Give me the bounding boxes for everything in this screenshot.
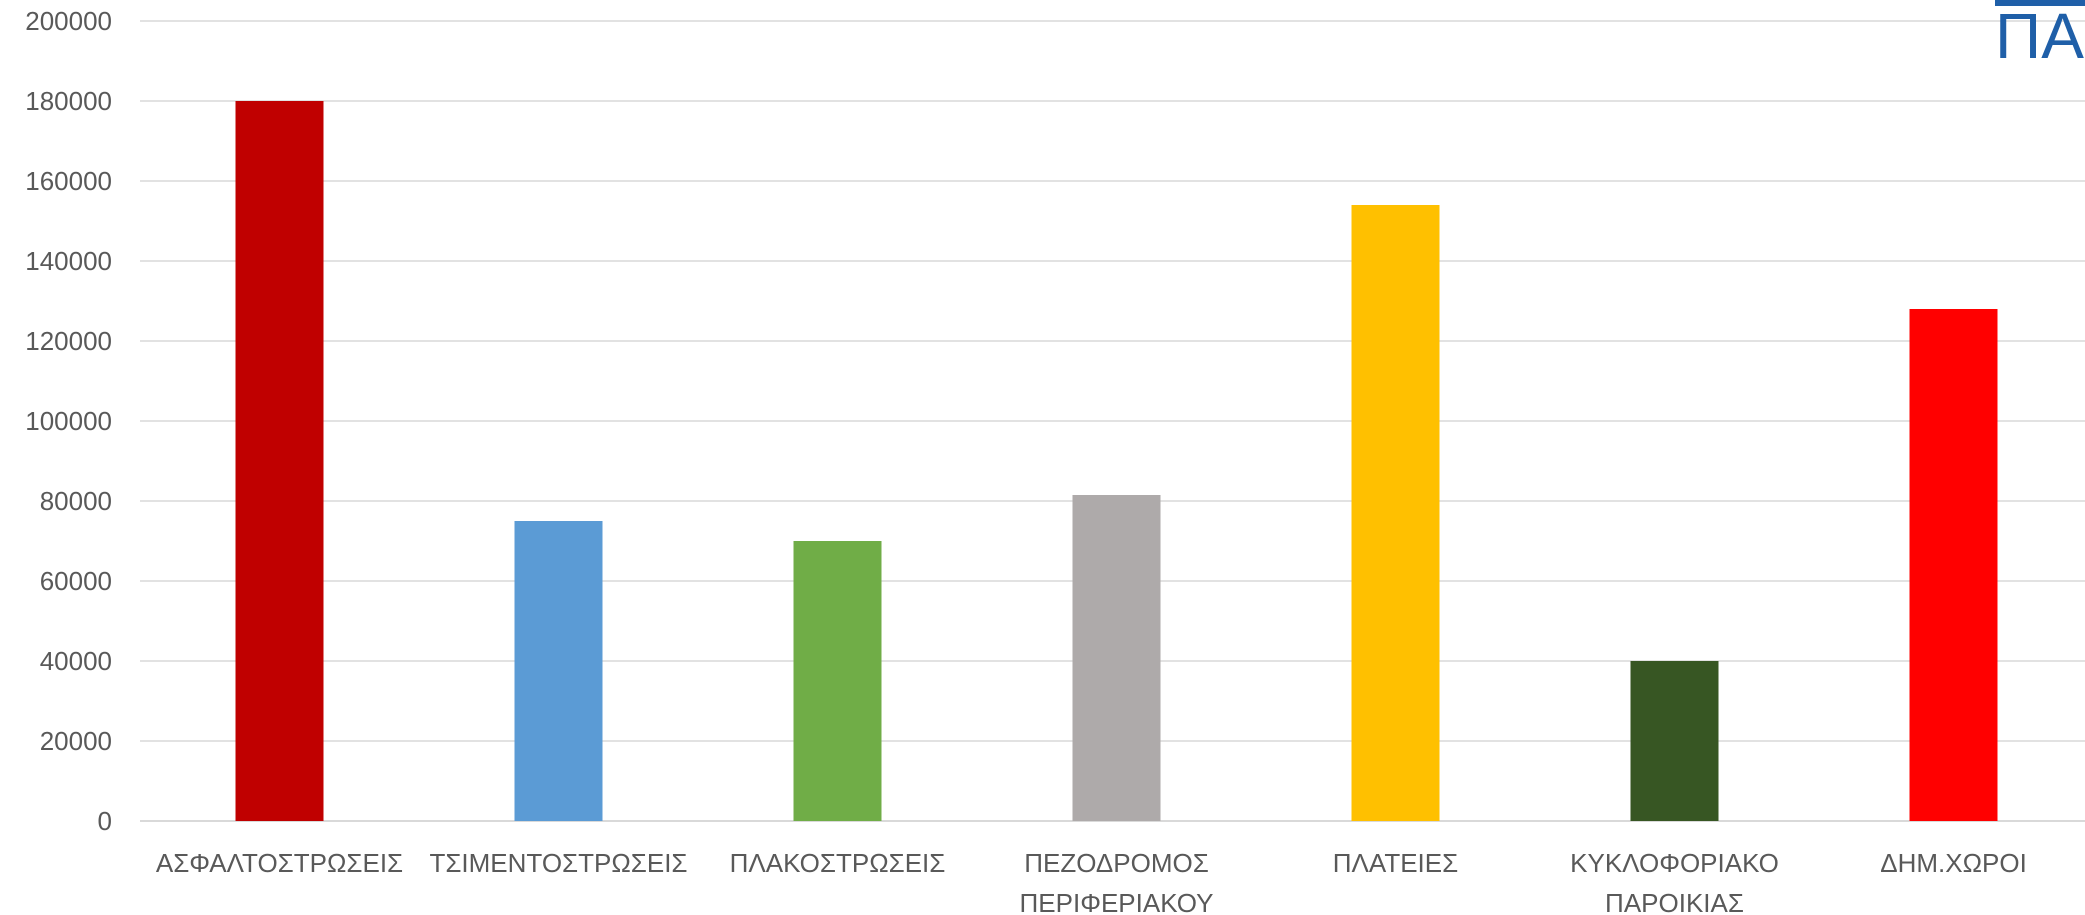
- bars: [235, 101, 1998, 821]
- y-tick-label: 80000: [40, 486, 112, 516]
- x-category-label: ΠΛΑΤΕΙΕΣ: [1333, 848, 1458, 878]
- bar: [1630, 661, 1719, 821]
- bar: [514, 521, 603, 821]
- logo-text: ΠΑ: [1995, 0, 2084, 72]
- y-tick-label: 200000: [25, 6, 112, 36]
- logo-mark: [1995, 0, 2085, 6]
- y-axis-ticks: 0 20000 40000 60000 80000 100000 120000 140000 1…: [25, 6, 112, 836]
- y-tick-label: 40000: [40, 646, 112, 676]
- x-category-label: ΠΑΡΟΙΚΙΑΣ: [1605, 888, 1744, 915]
- y-tick-label: 180000: [25, 86, 112, 116]
- x-category-label: ΤΣΙΜΕΝΤΟΣΤΡΩΣΕΙΣ: [429, 848, 687, 878]
- logo: ΠΑ: [1995, 0, 2085, 72]
- y-tick-label: 20000: [40, 726, 112, 756]
- x-axis-labels: ΑΣΦΑΛΤΟΣΤΡΩΣΕΙΣ ΤΣΙΜΕΝΤΟΣΤΡΩΣΕΙΣ ΠΛΑΚΟΣΤΡΩ…: [156, 848, 2027, 915]
- x-category-label: ΠΕΡΙΦΕΡΙΑΚΟΥ: [1020, 888, 1214, 915]
- x-category-label: ΠΛΑΚΟΣΤΡΩΣΕΙΣ: [730, 848, 946, 878]
- x-category-label: ΔΗΜ.ΧΩΡΟΙ: [1880, 848, 2027, 878]
- y-tick-label: 60000: [40, 566, 112, 596]
- bar: [235, 101, 324, 821]
- y-tick-label: 100000: [25, 406, 112, 436]
- x-category-label: ΚΥΚΛΟΦΟΡΙΑΚΟ: [1570, 848, 1779, 878]
- bar: [1351, 205, 1440, 821]
- y-tick-label: 0: [98, 806, 112, 836]
- bar: [793, 541, 882, 821]
- x-category-label: ΑΣΦΑΛΤΟΣΤΡΩΣΕΙΣ: [156, 848, 403, 878]
- y-tick-label: 160000: [25, 166, 112, 196]
- bar: [1909, 309, 1998, 821]
- x-category-label: ΠΕΖΟΔΡΟΜΟΣ: [1024, 848, 1209, 878]
- bar: [1072, 495, 1161, 821]
- y-tick-label: 120000: [25, 326, 112, 356]
- y-tick-label: 140000: [25, 246, 112, 276]
